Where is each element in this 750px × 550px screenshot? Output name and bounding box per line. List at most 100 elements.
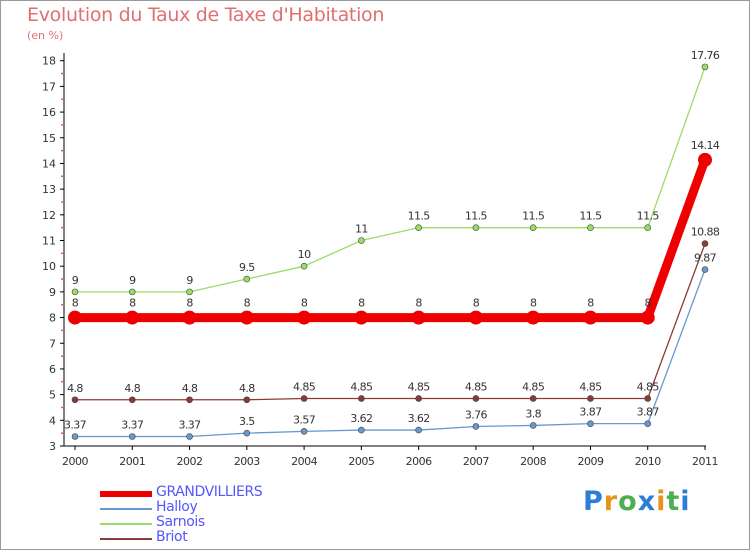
data-label: 3.57	[293, 413, 316, 426]
data-point	[71, 396, 79, 404]
data-point	[640, 310, 655, 325]
data-point	[358, 426, 365, 434]
data-point	[128, 396, 136, 404]
legend-swatch	[100, 508, 152, 510]
series-line-briot	[74, 242, 706, 401]
data-label: 9.87	[694, 252, 717, 265]
data-point	[358, 395, 365, 402]
y-tick-label: 18	[42, 55, 56, 68]
y-tick-label: 13	[42, 183, 56, 196]
data-label: 9.5	[239, 261, 255, 274]
data-label: 3.62	[408, 412, 430, 425]
x-tick-label: 2009	[577, 455, 603, 468]
data-label: 9	[72, 274, 79, 287]
data-point	[529, 224, 537, 231]
logo-letter: t	[666, 486, 681, 517]
data-point	[644, 395, 652, 402]
data-label: 11.5	[465, 210, 488, 223]
data-point	[125, 310, 140, 325]
data-point	[472, 395, 480, 402]
data-label: 11.5	[522, 210, 545, 223]
data-label: 4.85	[465, 380, 488, 393]
y-minor-tick	[61, 124, 63, 126]
logo-letter: x	[637, 486, 657, 517]
legend-label: Sarnois	[156, 514, 205, 530]
data-point	[698, 152, 712, 167]
y-tick-label: 9	[49, 286, 56, 299]
data-point	[186, 288, 193, 296]
y-tick-label: 12	[42, 209, 56, 222]
data-label: 8	[358, 297, 365, 310]
logo-letter: r	[603, 486, 619, 517]
data-point	[526, 310, 541, 325]
data-point	[243, 275, 251, 283]
y-tick-label: 16	[42, 106, 56, 119]
y-tick-label: 15	[42, 132, 56, 145]
data-label: 17.76	[691, 49, 720, 62]
y-minor-tick	[61, 355, 63, 357]
data-point	[68, 310, 82, 325]
x-tick-label: 2006	[406, 455, 432, 468]
data-point	[411, 310, 426, 325]
series-line-halloy	[74, 268, 706, 438]
x-tick-label: 2003	[234, 455, 260, 468]
data-point	[587, 395, 594, 402]
y-minor-tick	[61, 303, 63, 306]
data-label: 8	[129, 297, 136, 310]
x-tick-label: 2008	[520, 455, 546, 468]
data-point	[71, 433, 79, 440]
x-tick-label: 2004	[291, 455, 317, 468]
y-axis-unit-label: (en %)	[27, 29, 64, 42]
data-label: 4.85	[293, 380, 316, 393]
y-tick-label: 11	[42, 235, 56, 248]
data-point	[701, 240, 709, 247]
y-tick-label: 8	[49, 312, 56, 325]
y-tick-label: 5	[49, 389, 56, 402]
logo-letter: P	[583, 486, 604, 517]
y-minor-tick	[61, 252, 63, 255]
data-label: 8	[587, 297, 594, 310]
x-tick-label: 2007	[463, 455, 489, 468]
data-point	[300, 395, 308, 402]
x-tick-label: 2000	[62, 455, 88, 468]
legend-swatch	[100, 538, 152, 540]
legend-swatch	[100, 523, 152, 525]
data-label: 4.85	[579, 380, 602, 393]
y-minor-tick	[61, 329, 63, 332]
data-label: 4.85	[408, 380, 431, 393]
data-label: 3.5	[239, 415, 255, 428]
y-tick-label: 7	[49, 337, 56, 350]
data-label: 8	[415, 297, 422, 310]
x-tick-label: 2001	[119, 455, 145, 468]
data-label: 4.8	[124, 382, 140, 395]
data-point	[243, 396, 251, 404]
data-label: 3.62	[350, 412, 372, 425]
logo-letter: i	[656, 486, 667, 517]
y-tick-label: 17	[42, 80, 56, 93]
data-point	[701, 266, 709, 273]
data-point	[71, 288, 79, 296]
data-label: 9	[186, 274, 193, 287]
data-point	[186, 433, 193, 440]
data-label: 3.87	[637, 406, 660, 419]
y-minor-tick	[61, 72, 63, 75]
y-minor-tick	[61, 380, 63, 383]
y-minor-tick	[61, 149, 63, 152]
y-minor-tick	[61, 432, 63, 435]
x-tick-label: 2002	[177, 455, 203, 468]
data-point	[128, 288, 136, 296]
y-minor-tick	[61, 226, 63, 229]
data-label: 4.85	[637, 380, 660, 393]
y-minor-tick	[61, 98, 63, 101]
legend-label: Halloy	[156, 499, 198, 515]
data-point	[415, 426, 422, 434]
y-tick-label: 3	[49, 440, 56, 453]
data-label: 8	[72, 297, 79, 310]
data-label: 9	[129, 274, 136, 287]
series-line-grandvilliers	[70, 155, 710, 323]
y-tick-label: 4	[49, 414, 56, 427]
y-tick-label: 6	[49, 363, 56, 376]
data-point	[354, 310, 369, 325]
data-label: 4.85	[350, 380, 373, 393]
